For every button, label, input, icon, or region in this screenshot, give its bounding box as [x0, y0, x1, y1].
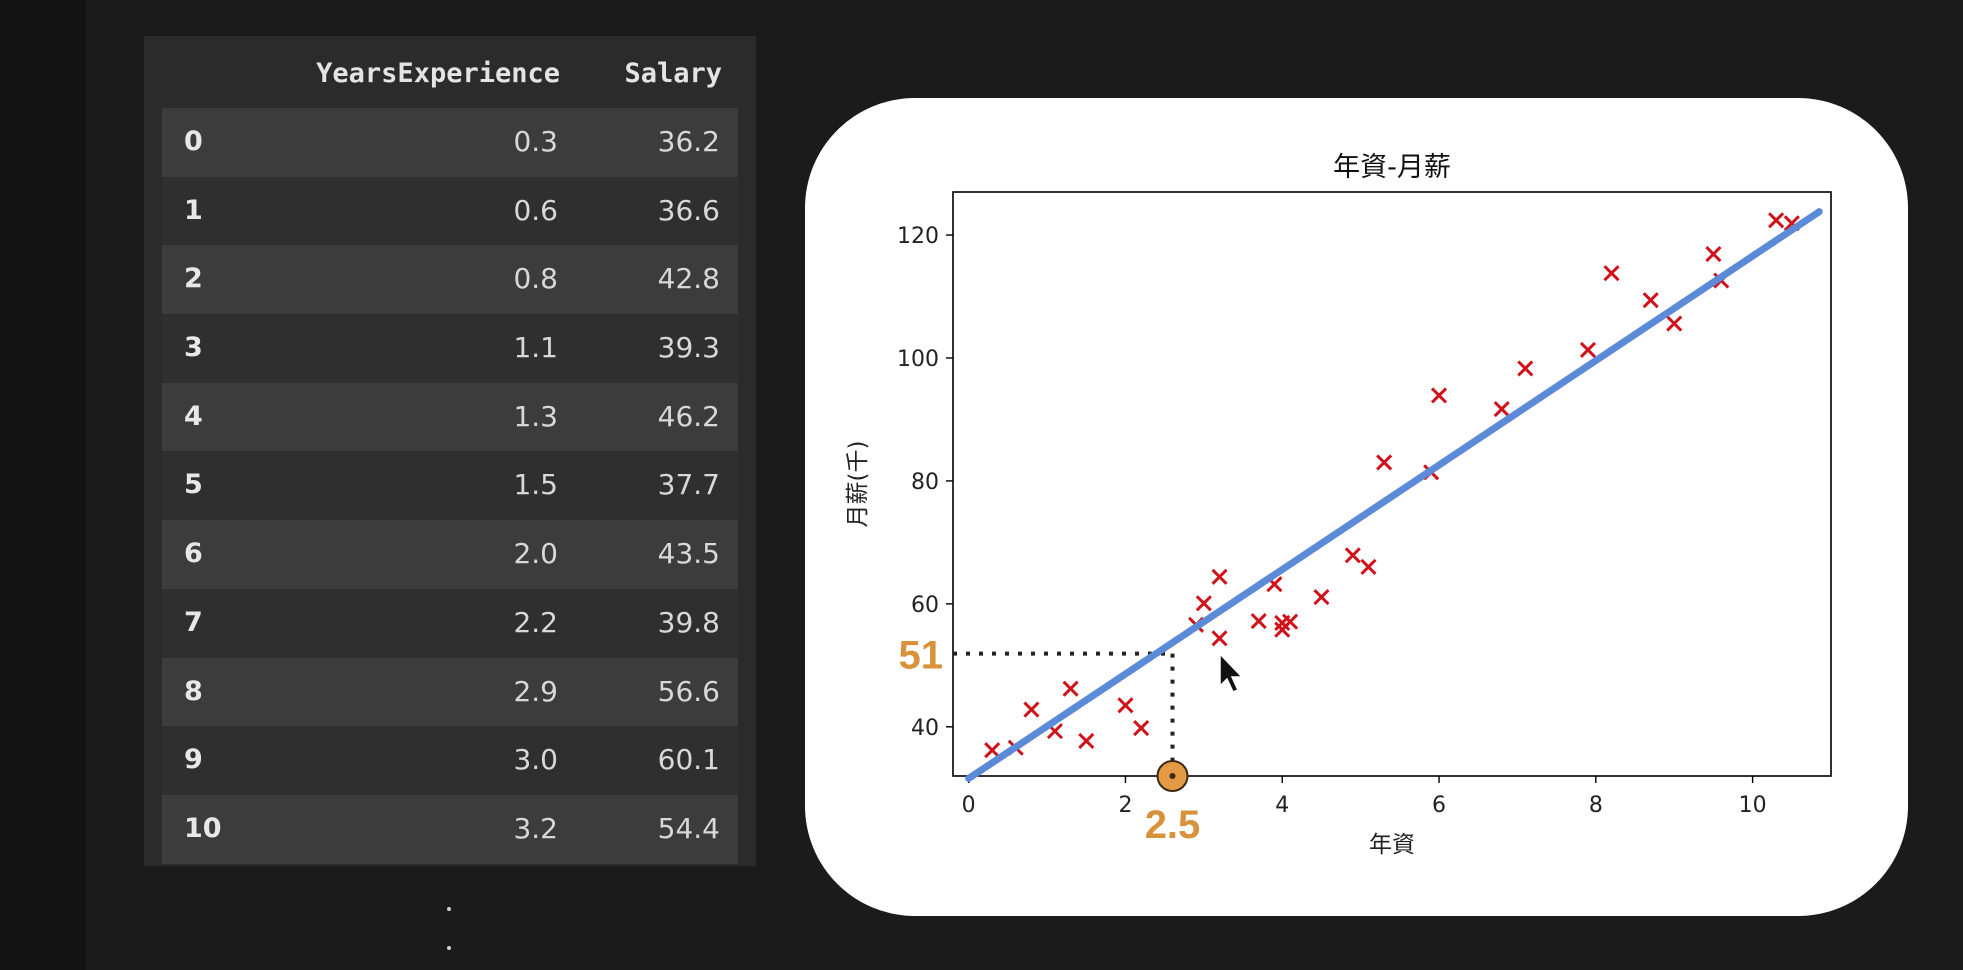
years-experience-cell: 2.2 [513, 605, 558, 639]
y-axis-title: 月薪(千) [845, 441, 871, 528]
table-row: 0 0.3 36.2 [162, 108, 738, 177]
x-tick-label: 4 [1275, 793, 1289, 818]
salary-cell: 39.8 [657, 605, 720, 639]
data-point [1705, 246, 1722, 263]
years-experience-cell: 2.0 [513, 537, 558, 571]
data-point [1117, 697, 1134, 714]
salary-cell: 60.1 [657, 743, 720, 777]
data-point [1078, 732, 1095, 750]
x-tick-label: 0 [962, 793, 976, 818]
data-point [1062, 680, 1079, 697]
y-tick-label: 80 [911, 470, 939, 495]
data-point [1517, 360, 1534, 377]
table-row: 8 2.9 56.6 [162, 657, 738, 727]
row-index: 3 [184, 332, 203, 364]
row-index: 7 [184, 606, 203, 638]
data-point [1344, 547, 1361, 564]
data-point [1493, 400, 1510, 418]
years-experience-cell: 1.3 [513, 399, 558, 433]
header-years-experience: YearsExperience [316, 58, 560, 89]
data-point [1211, 568, 1228, 585]
ellipsis-dot [447, 946, 451, 950]
data-point [984, 742, 1001, 759]
table-row: 5 1.5 37.7 [162, 451, 738, 521]
data-point [1360, 558, 1377, 576]
row-index: 9 [184, 744, 203, 776]
x-tick-label: 6 [1432, 793, 1446, 818]
mouse-cursor-icon [1219, 652, 1244, 693]
data-point [1603, 265, 1620, 282]
row-index: 8 [184, 675, 203, 707]
row-index: 10 [184, 812, 222, 844]
years-experience-cell: 1.5 [513, 468, 558, 502]
salary-cell: 54.4 [657, 811, 720, 845]
regression-line [965, 208, 1823, 782]
salary-cell: 56.6 [657, 674, 720, 708]
table-row: 6 2.0 43.5 [162, 520, 738, 589]
years-experience-cell: 0.8 [513, 262, 558, 296]
years-experience-cell: 1.1 [513, 331, 558, 365]
salary-cell: 37.7 [657, 468, 720, 502]
table-row: 4 1.3 46.2 [162, 382, 738, 452]
years-experience-cell: 2.9 [513, 674, 558, 708]
data-point [1768, 212, 1785, 229]
x-tick-label: 8 [1589, 793, 1603, 818]
table-body: 0 0.3 36.2 1 0.6 36.6 2 0.8 42.8 3 1.1 39.3 4 1.3 46.2… [162, 108, 738, 864]
salary-cell: 39.3 [657, 331, 720, 365]
row-index: 0 [184, 126, 203, 157]
dataframe-table: YearsExperience Salary 0 0.3 36.2 1 0.6 36.6 2… [144, 36, 756, 866]
data-point [1376, 454, 1393, 471]
y-tick-label: 40 [911, 716, 939, 741]
table-row: 10 3.2 54.4 [162, 794, 738, 864]
chart-card: 0 2 4 6 8 10 40 60 80 100 120 年資-月薪年資 月薪(千) 2.5 51 [805, 98, 1908, 916]
data-point [1250, 613, 1267, 630]
data-point [1579, 341, 1597, 359]
row-index: 4 [184, 400, 203, 432]
salary-cell: 36.6 [657, 193, 720, 227]
table-row: 3 1.1 39.3 [162, 314, 738, 383]
salary-cell: 36.2 [657, 125, 720, 158]
table-row: 1 0.6 36.6 [162, 176, 738, 246]
data-point [1666, 315, 1683, 332]
data-point [1023, 701, 1040, 718]
table-row: 2 0.8 42.8 [162, 245, 738, 315]
row-index: 6 [184, 538, 203, 570]
plot-frame [952, 191, 1832, 777]
header-index [144, 56, 145, 92]
salary-cell: 46.2 [657, 399, 720, 433]
data-point [1313, 589, 1330, 606]
chart-title: 年資-月薪 [1333, 152, 1451, 183]
row-index: 2 [184, 263, 203, 295]
header-salary: Salary [624, 58, 722, 89]
years-experience-cell: 0.6 [513, 193, 558, 227]
data-point [1282, 613, 1299, 630]
table-row: 7 2.2 39.8 [162, 588, 738, 658]
years-experience-cell: 3.0 [513, 743, 558, 777]
data-point [1133, 719, 1150, 737]
data-point [1195, 595, 1212, 612]
data-point [1211, 630, 1228, 647]
y-tick-label: 100 [897, 347, 939, 372]
x-tick-label: 2 [1118, 793, 1132, 818]
years-experience-cell: 0.3 [513, 125, 558, 158]
y-tick-label: 120 [897, 224, 939, 249]
data-point [1430, 387, 1448, 404]
row-index: 1 [184, 194, 203, 226]
annotation-x-label: 2.5 [1145, 803, 1201, 847]
ellipsis-dot [447, 907, 451, 911]
x-axis-title: 年資 [1369, 832, 1415, 858]
salary-cell: 42.8 [657, 262, 720, 296]
table-row: 9 3.0 60.1 [162, 726, 738, 795]
annotation-y-label: 51 [899, 634, 944, 678]
data-point [1642, 292, 1659, 309]
table-header: YearsExperience Salary [144, 36, 756, 106]
row-index: 5 [184, 469, 203, 501]
years-experience-cell: 3.2 [513, 811, 558, 845]
y-tick-label: 60 [911, 593, 939, 618]
window-left-strip [0, 0, 86, 970]
x-tick-label: 10 [1739, 793, 1767, 818]
salary-cell: 43.5 [657, 537, 720, 571]
x-marker-center [1169, 773, 1176, 779]
